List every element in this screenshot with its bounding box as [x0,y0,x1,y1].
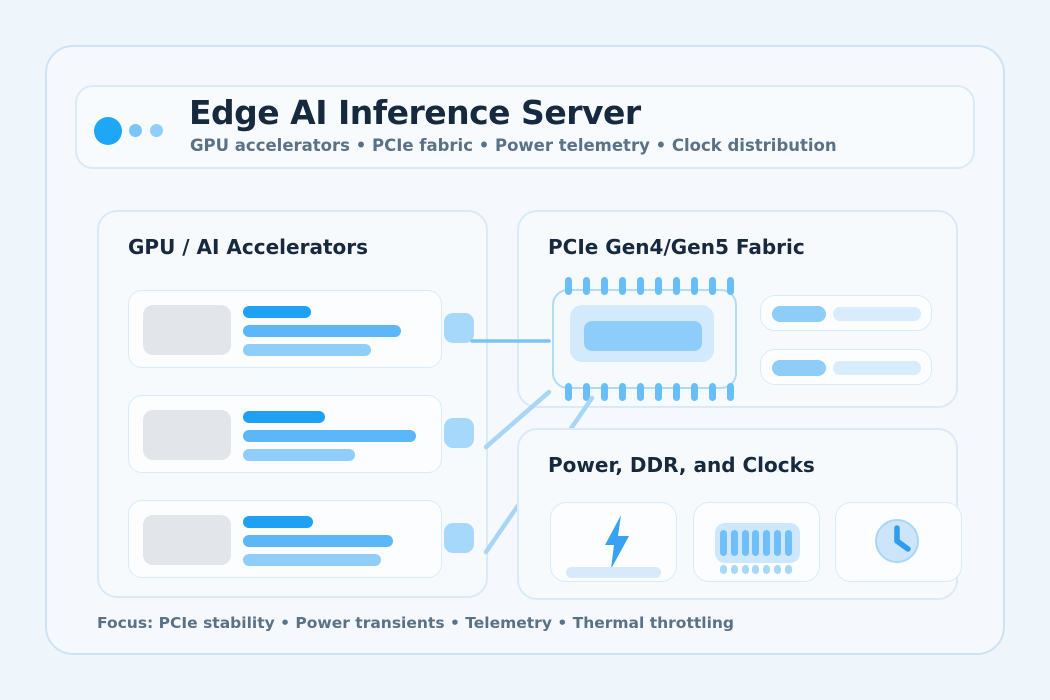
skeleton-bar [243,449,355,461]
chip-pin [709,383,716,401]
clock-hands [894,525,911,552]
page-subtitle: GPU accelerators • PCIe fabric • Power t… [190,136,837,155]
accelerator-card [128,290,442,368]
skeleton-bar [243,430,416,442]
chip-pin [655,383,662,401]
ddr-pad-dot [730,565,738,574]
gpu-chip-placeholder [143,410,231,460]
chip-pin [601,383,608,401]
endpoint-value-pill [833,361,921,375]
gpu-chip-placeholder [143,305,231,355]
pcie-endpoint-row [760,295,932,331]
status-dot-primary [94,117,122,145]
skeleton-bar [243,325,401,337]
ddr-pad-dot [741,565,749,574]
chip-pin [619,277,626,295]
gpu-accelerators-panel: GPU / AI Accelerators [97,210,488,598]
chip-pin [709,277,716,295]
ddr-chip-bar [763,530,771,556]
endpoint-value-pill [833,307,921,321]
accelerator-card [128,500,442,578]
focus-footer: Focus: PCIe stability • Power transients… [97,614,735,632]
ddr-chip-bar [774,530,781,556]
header-card: Edge AI Inference Server GPU accelerator… [75,85,975,169]
chip-pin [727,277,734,295]
ddr-chip-bar [752,530,760,556]
ddr-pad-dot [784,565,792,574]
page-title: Edge AI Inference Server [189,93,641,132]
power-ddr-clocks-panel: Power, DDR, and Clocks [517,428,962,600]
lightning-icon [605,515,629,569]
chip-pin [727,383,734,401]
chip-pin [691,383,698,401]
skeleton-bar [243,344,371,356]
chip-pin [637,277,644,295]
skeleton-bar [243,516,313,528]
chip-pin [673,277,680,295]
chip-pin [601,277,608,295]
chip-die-inner [584,321,702,351]
ddr-chip-bar [730,530,738,556]
skeleton-bar [243,554,381,566]
skeleton-bar [243,535,393,547]
ddr-pad-dot [774,565,781,574]
chip-pin [619,383,626,401]
pcie-panel-title: PCIe Gen4/Gen5 Fabric [548,235,805,259]
status-dot-secondary [129,124,142,137]
skeleton-bar [243,411,325,423]
pcie-port-connector [444,313,474,343]
chip-pin [583,277,590,295]
pcie-fabric-panel: PCIe Gen4/Gen5 Fabric [517,210,958,408]
gpu-panel-title: GPU / AI Accelerators [128,235,369,259]
power-rail-bar [566,567,661,578]
chip-pin [673,383,680,401]
clock-card [835,502,962,582]
accelerator-card [128,395,442,473]
chip-pin [565,383,572,401]
ddr-pad-dot [720,565,727,574]
chip-pin [655,277,662,295]
pcie-endpoint-row [760,349,932,385]
ddr-pad-dot [763,565,771,574]
power-panel-title: Power, DDR, and Clocks [548,453,815,477]
endpoint-label-pill [772,306,826,322]
gpu-chip-placeholder [143,515,231,565]
ddr-chip-bar [784,530,792,556]
ddr-chip-bar [720,530,727,556]
pcie-port-connector [444,418,474,448]
skeleton-bar [243,306,311,318]
ddr-chip-bar [741,530,749,556]
endpoint-label-pill [772,360,826,376]
chip-pin [583,383,590,401]
chip-pin [565,277,572,295]
pcie-switch-chip-icon [552,289,737,389]
chip-pin [691,277,698,295]
status-dot-tertiary [150,124,163,137]
chip-pin [637,383,644,401]
power-card [550,502,677,582]
ddr-pad-dot [752,565,760,574]
pcie-port-connector [444,523,474,553]
ddr-card [693,502,820,582]
